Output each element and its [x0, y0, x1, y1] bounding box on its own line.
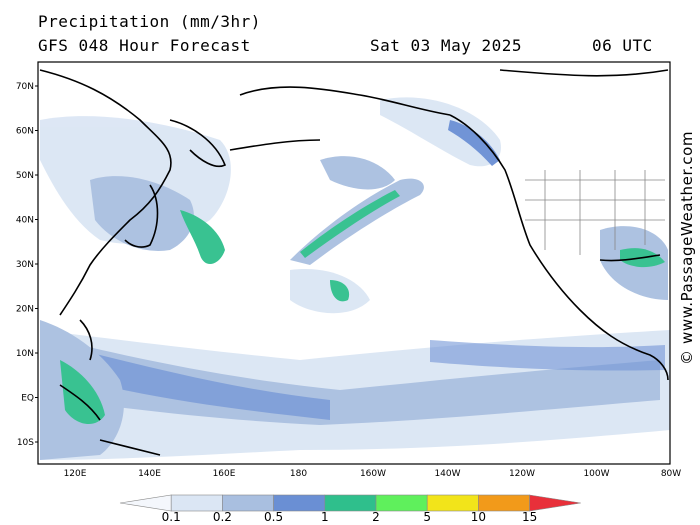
colorbar-segment	[426, 494, 479, 512]
latitude-label: 70N	[16, 82, 34, 92]
colorbar-label: 5	[423, 510, 431, 524]
colorbar-segment	[478, 494, 530, 512]
latitude-label: 60N	[16, 127, 34, 137]
longitude-label: 160W	[360, 469, 386, 479]
forecast-subtitle: GFS 048 Hour Forecast	[38, 36, 251, 55]
longitude-label: 160E	[213, 469, 236, 479]
colorbar-label: 0.1	[162, 510, 181, 524]
credit-text: © www.PassageWeather.com	[678, 130, 696, 365]
latitude-label: 10N	[16, 349, 34, 359]
colorbar-label: 0.5	[264, 510, 283, 524]
valid-date: Sat 03 May 2025	[370, 36, 522, 55]
colorbar-label: 10	[471, 510, 486, 524]
colorbar-segment	[222, 494, 274, 512]
map-title: Precipitation (mm/3hr)	[38, 12, 261, 31]
colorbar-label: 15	[522, 510, 537, 524]
longitude-label: 140W	[434, 469, 460, 479]
colorbar-segment	[273, 494, 326, 512]
longitude-label: 140E	[138, 469, 161, 479]
colorbar-arrow-right	[529, 494, 581, 512]
colorbar-label: 1	[321, 510, 329, 524]
map-frame	[37, 61, 671, 465]
colorbar-arrow-left	[119, 494, 172, 512]
coastlines	[39, 69, 669, 456]
latitude-label: 20N	[16, 305, 34, 315]
longitude-label: 120E	[64, 469, 87, 479]
us-states	[525, 170, 665, 255]
colorbar-label: 2	[372, 510, 380, 524]
longitude-labels: 120E 140E 160E 180 160W 140W 120W 100W 80W	[64, 469, 682, 479]
longitude-label: 80W	[661, 469, 681, 479]
longitude-label: 180	[290, 469, 307, 479]
longitude-label: 120W	[509, 469, 535, 479]
colorbar-segment	[170, 494, 223, 512]
colorbar: 0.1 0.2 0.5 1 2 5 10 15	[119, 494, 581, 524]
latitude-label: 10S	[17, 438, 34, 448]
valid-time: 06 UTC	[592, 36, 653, 55]
colorbar-segment	[375, 494, 428, 512]
precipitation-field	[40, 97, 670, 460]
colorbar-segment	[324, 494, 377, 512]
colorbar-label: 0.2	[213, 510, 232, 524]
latitude-label: 40N	[16, 216, 34, 226]
latitude-labels: 70N 60N 50N 40N 30N 20N 10N EQ 10S	[16, 82, 38, 448]
latitude-label: 50N	[16, 171, 34, 181]
latitude-label: 30N	[16, 260, 34, 270]
longitude-label: 100W	[583, 469, 609, 479]
latitude-label: EQ	[21, 394, 34, 404]
